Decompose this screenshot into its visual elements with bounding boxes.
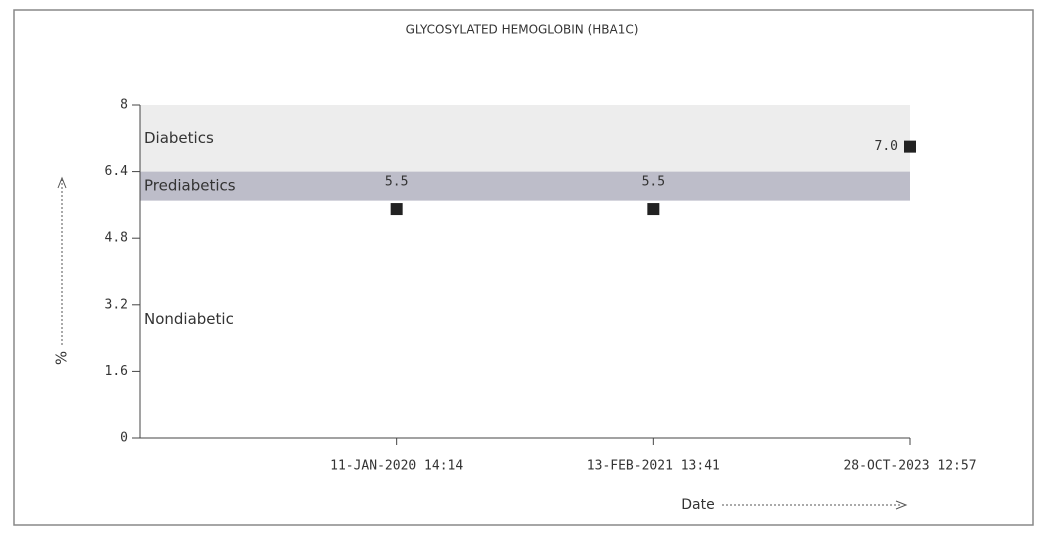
- band-label: Nondiabetic: [144, 310, 234, 328]
- band-label: Diabetics: [144, 129, 214, 147]
- x-axis-label-group: Date: [681, 497, 908, 513]
- chart-title: GLYCOSYLATED HEMOGLOBIN (HBA1C): [406, 23, 639, 37]
- x-tick-label: 28-OCT-2023 12:57: [843, 459, 976, 474]
- x-arrow-head: [895, 500, 908, 510]
- y-tick-label: 4.8: [105, 231, 128, 246]
- point: [390, 203, 403, 216]
- x-tick-label: 13-FEB-2021 13:41: [587, 459, 720, 474]
- y-axis-label: %: [53, 351, 71, 365]
- x-tick-label: 11-JAN-2020 14:14: [330, 459, 463, 474]
- x-axis-label: Date: [681, 497, 714, 513]
- band-label: Prediabetics: [144, 177, 236, 195]
- point: [904, 140, 916, 153]
- value-label: 5.5: [385, 175, 408, 190]
- y-arrow-head: [57, 176, 67, 189]
- value-label: 7.0: [875, 139, 898, 154]
- band: [140, 200, 910, 438]
- y-tick-label: 6.4: [105, 164, 129, 179]
- band: [140, 105, 910, 172]
- y-tick-label: 1.6: [105, 364, 128, 379]
- y-tick-label: 0: [120, 431, 128, 446]
- y-axis-label-group: %: [53, 176, 71, 365]
- point: [647, 203, 660, 216]
- value-label: 5.5: [642, 175, 665, 190]
- y-tick-label: 3.2: [105, 297, 128, 312]
- band: [140, 171, 910, 201]
- y-tick-label: 8: [120, 98, 128, 113]
- frame: [13, 9, 1034, 526]
